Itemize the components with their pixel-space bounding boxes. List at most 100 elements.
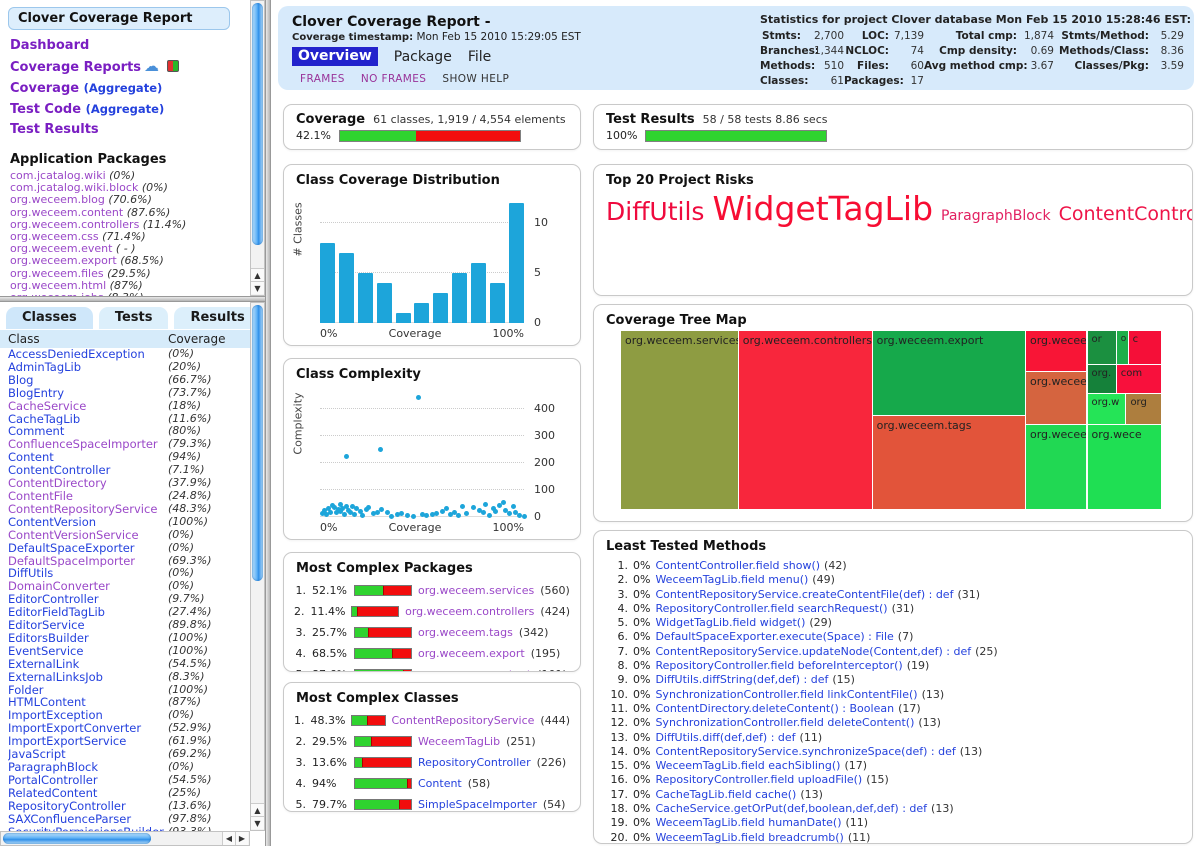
scatter-point[interactable] <box>399 511 405 517</box>
package-link[interactable]: org.weceem.export <box>10 254 117 268</box>
treemap-cell[interactable]: org.weceem.services <box>620 330 739 510</box>
class-link[interactable]: ExternalLink <box>8 657 80 671</box>
risk-tag[interactable]: ParagraphBlock <box>941 208 1051 224</box>
tab-overview[interactable]: Overview <box>292 47 378 66</box>
class-link[interactable]: Blog <box>8 373 34 387</box>
package-link[interactable]: org.weceem.blog <box>10 193 105 207</box>
scatter-point[interactable] <box>482 501 488 507</box>
scatter-point[interactable] <box>517 512 523 518</box>
scrollbar-thumb[interactable] <box>3 833 151 844</box>
bar[interactable] <box>433 293 449 323</box>
scatter-point[interactable] <box>470 505 476 511</box>
package-link[interactable]: org.weceem.export <box>418 647 525 660</box>
scrollbar-thumb[interactable] <box>252 3 263 245</box>
method-link[interactable]: RepositoryController.field uploadFile() <box>655 773 863 787</box>
bar[interactable] <box>376 283 392 323</box>
bar[interactable] <box>490 283 506 323</box>
scatter-point[interactable] <box>384 510 390 516</box>
test-results-link[interactable]: Test Results <box>10 122 99 137</box>
tab-package[interactable]: Package <box>393 48 452 65</box>
treemap-cell[interactable]: org.weceem <box>1024 423 1088 510</box>
scatter-point[interactable] <box>358 508 364 514</box>
risk-tag[interactable]: WidgetTagLib <box>712 189 934 228</box>
scatter-point[interactable] <box>352 511 358 517</box>
class-link[interactable]: DomainConverter <box>8 580 110 594</box>
scatter-point[interactable] <box>321 507 327 513</box>
scatter-point[interactable] <box>337 502 343 508</box>
class-link[interactable]: BlogEntry <box>8 386 65 400</box>
class-link[interactable]: RepositoryController <box>418 756 531 769</box>
scatter-point[interactable] <box>405 513 411 519</box>
scatter-point[interactable] <box>348 510 354 516</box>
scroll-down-button[interactable]: ▼ <box>251 281 264 294</box>
treemap-cell[interactable]: org.weceem <box>1024 370 1088 425</box>
scatter-point[interactable] <box>344 504 350 510</box>
scatter-point[interactable] <box>374 509 380 515</box>
treemap-cell[interactable]: org. <box>1086 363 1117 395</box>
scatter-point[interactable] <box>319 511 325 517</box>
method-link[interactable]: WidgetTagLib.field widget() <box>655 616 806 630</box>
scatter-point[interactable] <box>492 509 498 515</box>
scatter-point[interactable] <box>460 503 466 509</box>
class-link[interactable]: ImportExportConverter <box>8 722 142 736</box>
test-code-link[interactable]: Test Code <box>10 102 82 117</box>
classes-vertical-scrollbar[interactable]: ▲ ▼ <box>250 302 265 831</box>
class-link[interactable]: AdminTagLib <box>8 360 82 374</box>
method-link[interactable]: RepositoryController.field beforeInterce… <box>655 659 903 673</box>
package-link[interactable]: org.weceem.content <box>10 205 124 219</box>
scatter-point[interactable] <box>443 506 449 512</box>
class-link[interactable]: HTMLContent <box>8 696 86 710</box>
method-link[interactable]: DiffUtils.diffString(def,def) : def <box>655 673 829 687</box>
class-link[interactable]: ContentController <box>8 464 111 478</box>
tab-results[interactable]: Results <box>174 307 261 329</box>
scatter-point[interactable] <box>452 509 458 515</box>
package-link[interactable]: com.jcatalog.wiki <box>10 169 106 182</box>
package-link[interactable]: org.weceem.css <box>10 230 99 244</box>
method-link[interactable]: RepositoryController.field searchRequest… <box>655 601 888 615</box>
package-link[interactable]: org.weceem.controllers <box>405 605 535 618</box>
tab-file[interactable]: File <box>467 48 492 65</box>
scatter-point[interactable] <box>416 394 422 400</box>
class-link[interactable]: CacheService <box>8 399 87 413</box>
method-link[interactable]: ContentRepositoryService.updateNode(Cont… <box>655 644 972 658</box>
class-link[interactable]: ContentVersion <box>8 515 97 529</box>
bar[interactable] <box>508 203 524 323</box>
scatter-point[interactable] <box>433 511 439 517</box>
class-link[interactable]: Content <box>8 451 54 465</box>
class-link[interactable]: Content <box>418 777 462 790</box>
class-link[interactable]: JavaScript <box>8 748 66 761</box>
package-link[interactable]: org.weceem.content <box>418 664 531 671</box>
bar[interactable] <box>395 313 411 323</box>
scroll-up-button[interactable]: ▲ <box>251 803 264 816</box>
package-link[interactable]: org.weceem.controllers <box>10 217 140 231</box>
coverage-link[interactable]: Coverage <box>10 81 80 96</box>
method-link[interactable]: WeceemTagLib.field eachSibling() <box>655 759 841 773</box>
treemap-cell[interactable]: org.weceem.tags <box>871 414 1026 510</box>
scatter-point[interactable] <box>480 510 486 516</box>
scatter-point[interactable] <box>344 453 350 459</box>
class-link[interactable]: Folder <box>8 683 44 697</box>
class-link[interactable]: CacheTagLib <box>8 412 81 426</box>
scatter-point[interactable] <box>370 511 376 517</box>
method-link[interactable]: DefaultSpaceExporter.execute(Space) : Fi… <box>655 630 894 644</box>
treemap-cell[interactable]: o <box>1115 330 1129 365</box>
scatter-point[interactable] <box>486 513 492 519</box>
frame-divider-horizontal[interactable] <box>0 296 265 302</box>
scatter-point[interactable] <box>346 507 352 513</box>
method-link[interactable]: ContentDirectory.deleteContent() : Boole… <box>655 701 895 715</box>
scatter-point[interactable] <box>341 511 347 517</box>
class-link[interactable]: DefaultSpaceImporter <box>8 554 136 568</box>
scatter-point[interactable] <box>327 509 333 515</box>
method-link[interactable]: CacheService.getOrPut(def,boolean,def,de… <box>655 802 928 816</box>
treemap-cell[interactable]: org.weceem.controllers <box>737 330 873 510</box>
package-link[interactable]: org.weceem.html <box>10 278 107 292</box>
scatter-point[interactable] <box>497 503 503 509</box>
class-link[interactable]: EditorController <box>8 593 99 607</box>
test-code-aggregate-link[interactable]: (Aggregate) <box>85 102 165 116</box>
bar[interactable] <box>338 253 354 323</box>
scroll-right-button[interactable]: ▶ <box>235 832 248 845</box>
class-link[interactable]: ContentRepositoryService <box>391 714 535 727</box>
scatter-point[interactable] <box>423 513 429 519</box>
bar[interactable] <box>414 303 430 323</box>
scatter-point[interactable] <box>333 510 339 516</box>
